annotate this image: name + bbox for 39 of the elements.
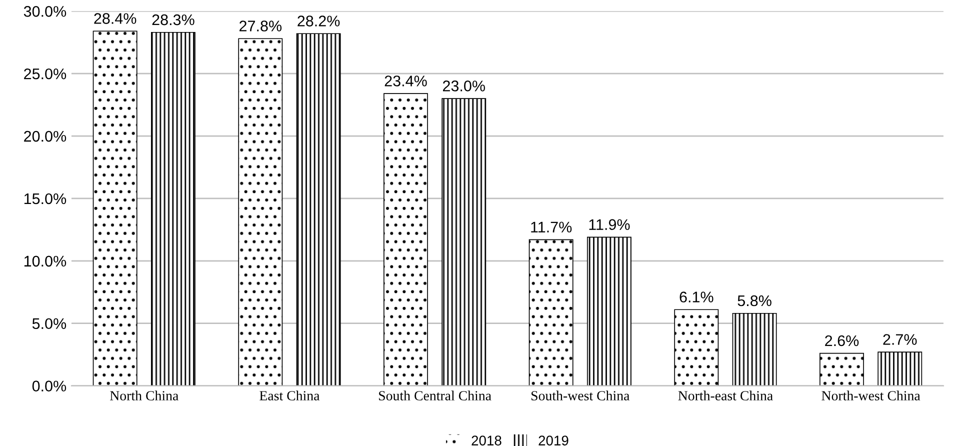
y-tick-label: 10.0% [24,256,66,267]
data-label: 11.9% [589,219,630,230]
bar [674,309,719,386]
data-label: 2.7% [883,334,917,345]
y-tick-label: 30.0% [24,6,66,17]
bar [150,32,196,386]
x-tick-label: South-west China [531,390,630,400]
x-tick-label: North-west China [822,390,920,400]
bar [586,236,632,386]
legend-label: 2019 [538,436,568,446]
y-tick-label: 25.0% [24,68,66,80]
data-label: 27.8% [240,20,282,32]
bar [442,98,486,386]
x-tick-label: North China [110,390,178,400]
bar [732,312,777,386]
bar [878,352,922,386]
bar [820,352,864,386]
data-label: 2.6% [825,335,859,346]
x-tick-label: East China [260,390,320,400]
data-label: 28.3% [152,14,194,26]
data-label: 28.4% [94,13,136,24]
bar [92,30,138,386]
y-tick-label: 20.0% [24,130,66,142]
bar [528,239,574,386]
data-label: 23.0% [442,80,485,92]
data-label: 23.4% [384,76,427,86]
data-label: 6.1% [680,292,714,302]
bar [384,93,428,386]
data-label: 28.2% [298,16,340,26]
data-label: 11.7% [531,222,572,232]
y-tick-label: 5.0% [32,318,66,330]
bar [296,33,341,386]
x-tick-label: South Central China [379,390,492,400]
data-label: 5.8% [738,295,772,306]
x-tick-label: North-east China [678,390,773,400]
bar [238,38,283,386]
legend-label: 2018 [472,436,502,446]
y-tick-label: 15.0% [24,193,66,204]
y-tick-label: 0.0% [32,380,66,392]
